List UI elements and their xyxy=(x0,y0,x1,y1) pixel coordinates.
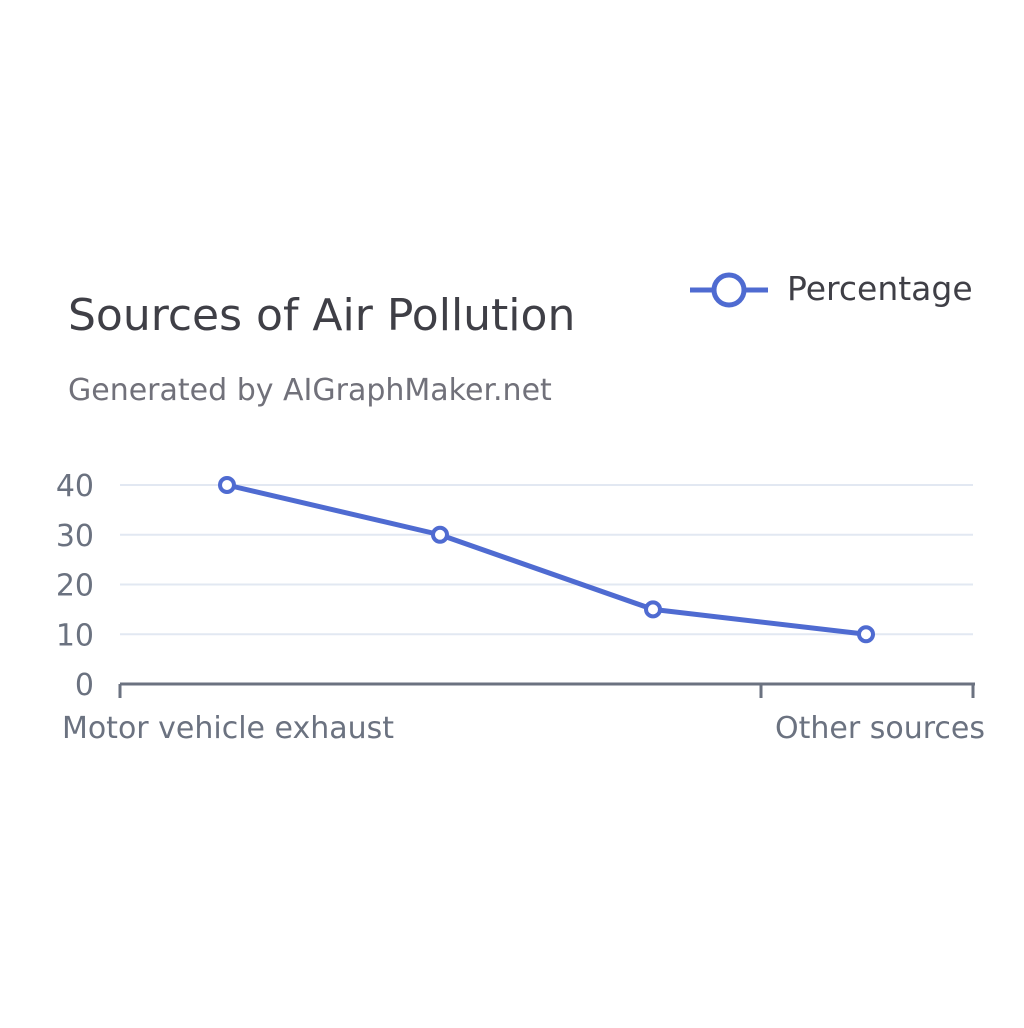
legend-circle-marker xyxy=(711,272,747,308)
y-tick-label: 0 xyxy=(75,668,94,703)
chart-subtitle: Generated by AIGraphMaker.net xyxy=(68,373,552,408)
data-point[interactable] xyxy=(857,625,875,644)
grid-lines xyxy=(120,484,973,636)
data-point[interactable] xyxy=(431,525,449,544)
x-tick-label: Other sources xyxy=(775,711,985,746)
series-line xyxy=(224,482,869,637)
chart-title: Sources of Air Pollution xyxy=(68,290,575,341)
legend-label: Percentage xyxy=(787,269,973,308)
data-point[interactable] xyxy=(218,476,236,494)
y-tick-label: 30 xyxy=(56,519,94,554)
y-axis: 0 10 20 30 40 xyxy=(56,469,94,703)
x-axis: Motor vehicle exhaust Other sources xyxy=(62,682,985,746)
x-tick-label: Motor vehicle exhaust xyxy=(62,711,394,746)
y-tick-label: 20 xyxy=(56,569,94,604)
y-tick-label: 10 xyxy=(56,618,94,653)
y-tick-label: 40 xyxy=(56,469,94,504)
series-group xyxy=(218,476,875,644)
data-point[interactable] xyxy=(644,600,662,619)
legend[interactable]: Percentage xyxy=(690,269,973,308)
